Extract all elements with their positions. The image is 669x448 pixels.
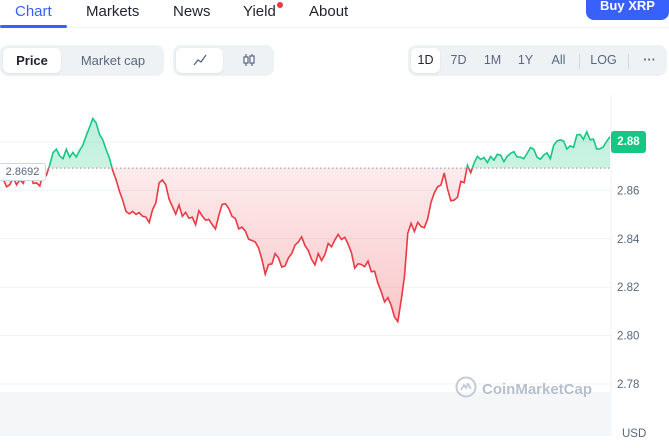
range-7d[interactable]: 7D — [450, 53, 467, 67]
range-toggle: 1D 7D 1M 1Y All LOG ··· — [408, 45, 667, 76]
range-1m[interactable]: 1M — [483, 53, 502, 67]
active-tab-indicator — [0, 25, 67, 28]
y-tick-label: 2.80 — [617, 331, 639, 343]
buy-xrp-button[interactable]: Buy XRP — [586, 0, 669, 20]
range-all[interactable]: All — [551, 53, 566, 67]
current-price-tag: 2.88 — [611, 131, 646, 153]
candlestick-option[interactable] — [226, 48, 271, 73]
tab-about[interactable]: About — [309, 3, 349, 20]
reference-price-label: 2.8692 — [0, 163, 46, 181]
y-tick-label: 2.84 — [617, 234, 640, 246]
y-tick-label: 2.78 — [617, 379, 639, 391]
metric-toggle: Price Market cap — [0, 45, 164, 76]
more-horizontal-icon[interactable]: ··· — [643, 53, 656, 67]
line-chart-option[interactable] — [176, 48, 223, 73]
tab-news[interactable]: News — [173, 3, 211, 20]
range-divider — [628, 54, 629, 69]
volume-area — [0, 392, 610, 436]
tab-chart[interactable]: Chart — [15, 3, 52, 20]
watermark-text: CoinMarketCap — [482, 380, 593, 398]
candlestick-icon — [226, 53, 271, 67]
y-axis-labels: 2.882.862.842.822.802.78 — [617, 137, 640, 391]
range-1d[interactable]: 1D — [411, 48, 440, 73]
area-above-reference — [48, 118, 610, 169]
chart-style-toggle — [173, 45, 274, 76]
tab-bar: Chart Markets News Yield About — [0, 0, 669, 28]
y-tick-label: 2.82 — [617, 282, 639, 294]
log-scale-toggle[interactable]: LOG — [590, 53, 617, 67]
price-line-above — [30, 116, 611, 169]
yield-notification-dot — [277, 2, 283, 8]
tab-yield[interactable]: Yield — [243, 3, 276, 20]
range-divider — [579, 54, 580, 69]
coinmarketcap-logo-icon — [455, 376, 477, 402]
market-cap-option[interactable]: Market cap — [80, 53, 146, 68]
y-tick-label: 2.86 — [617, 185, 639, 197]
price-line-below — [0, 168, 474, 324]
currency-label: USD — [622, 428, 647, 440]
tab-markets[interactable]: Markets — [86, 3, 140, 20]
coinmarketcap-watermark: CoinMarketCap — [455, 376, 593, 402]
line-chart-icon — [176, 53, 223, 67]
price-option[interactable]: Price — [3, 48, 61, 73]
range-1y[interactable]: 1Y — [517, 53, 534, 67]
